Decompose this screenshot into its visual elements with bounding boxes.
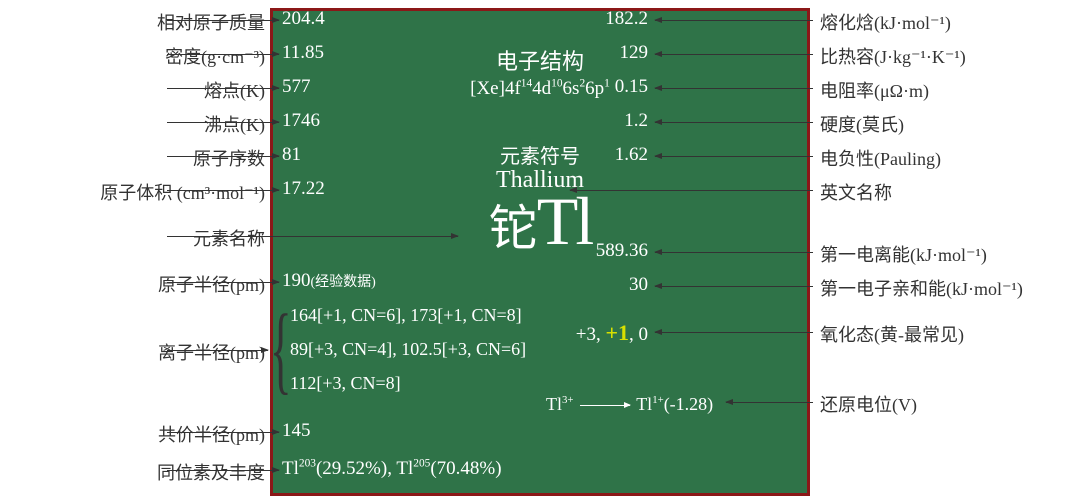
- redox-arrow-icon: [580, 405, 630, 406]
- left-label: 原子半径(pm): [158, 271, 265, 297]
- arrow-left-icon: [655, 156, 813, 157]
- redox-potential: Tl3+ Tl1+(-1.28): [546, 394, 713, 415]
- left-value: 17.22: [282, 178, 325, 200]
- ionic-radius-line: 112[+3, CN=8]: [290, 373, 401, 394]
- left-value: 577: [282, 76, 311, 98]
- arrow-right-icon: [167, 282, 279, 283]
- left-label: 原子体积 (cm³·mol⁻¹): [100, 179, 265, 205]
- arrow-right-icon: [167, 122, 279, 123]
- arrow-left-icon: [655, 332, 813, 333]
- element-symbol-block: 元素符号 Thallium 铊Tl: [489, 140, 591, 261]
- arrow-left-icon: [655, 88, 813, 89]
- arrow-left-icon: [570, 190, 813, 191]
- left-label: 共价半径(pm): [158, 421, 265, 447]
- arrow-right-icon: [167, 190, 279, 191]
- electron-structure-block: 电子结构 [Xe]4f144d106s26p1: [470, 44, 610, 100]
- right-label: 硬度(莫氏): [820, 111, 904, 137]
- redox-species-left: Tl3+: [546, 394, 574, 414]
- left-label: 沸点(K): [204, 111, 265, 137]
- right-value: 1.62: [615, 144, 648, 166]
- right-label: 比热容(J·kg⁻¹·K⁻¹): [820, 43, 966, 69]
- chinese-name: 铊: [489, 188, 537, 258]
- left-label: 相对原子质量: [157, 9, 265, 35]
- right-label: 电阻率(μΩ·m): [820, 77, 929, 103]
- left-label: 原子序数: [193, 145, 265, 171]
- right-label: 英文名称: [820, 179, 892, 205]
- left-value: 81: [282, 144, 301, 166]
- right-label: 第一电离能(kJ·mol⁻¹): [820, 241, 987, 267]
- left-label: 离子半径(pm): [158, 339, 265, 365]
- left-value: 145: [282, 420, 311, 442]
- redox-species-right: Tl1+(-1.28): [636, 394, 713, 414]
- arrow-right-icon: [167, 350, 268, 351]
- right-label: 还原电位(V): [820, 391, 917, 417]
- left-label: 元素名称: [193, 225, 265, 251]
- left-value: Tl203(29.52%), Tl205(70.48%): [282, 458, 502, 480]
- electron-config: [Xe]4f144d106s26p1: [470, 78, 610, 100]
- ionic-radius-line: 89[+3, CN=4], 102.5[+3, CN=6]: [290, 339, 526, 360]
- arrow-left-icon: [726, 402, 813, 403]
- right-label: 氧化态(黄-最常见): [820, 321, 964, 347]
- right-value: 589.36: [596, 240, 648, 262]
- element-symbol: Tl: [537, 182, 591, 261]
- arrow-right-icon: [167, 20, 279, 21]
- electron-heading: 电子结构: [470, 44, 610, 76]
- arrow-left-icon: [655, 252, 813, 253]
- ionic-radius-line: 164[+1, CN=6], 173[+1, CN=8]: [290, 305, 522, 326]
- arrow-left-icon: [655, 54, 813, 55]
- left-value: 190(经验数据): [282, 270, 376, 292]
- arrow-right-icon: [167, 88, 279, 89]
- right-label: 第一电子亲和能(kJ·mol⁻¹): [820, 275, 1023, 301]
- right-value: 129: [620, 42, 649, 64]
- right-value: 1.2: [624, 110, 648, 132]
- arrow-left-icon: [655, 20, 813, 21]
- left-value: 1746: [282, 110, 320, 132]
- left-label: 密度(g·cm⁻³): [165, 43, 265, 69]
- right-value: 0.15: [615, 76, 648, 98]
- arrow-right-icon: [167, 236, 458, 237]
- left-label: 熔点(K): [204, 77, 265, 103]
- right-value: 182.2: [605, 8, 648, 30]
- arrow-left-icon: [655, 122, 813, 123]
- right-label: 电负性(Pauling): [820, 145, 941, 171]
- left-value: 204.4: [282, 8, 325, 30]
- symbol-heading: 元素符号: [489, 140, 591, 169]
- arrow-right-icon: [167, 470, 279, 471]
- left-label: 同位素及丰度: [157, 459, 265, 485]
- right-value: +3, +1, 0: [576, 320, 648, 346]
- right-label: 熔化焓(kJ·mol⁻¹): [820, 9, 951, 35]
- arrow-right-icon: [167, 432, 279, 433]
- left-value: 11.85: [282, 42, 324, 64]
- arrow-right-icon: [167, 156, 279, 157]
- brace-icon: {: [270, 301, 292, 400]
- right-value: 30: [629, 274, 648, 296]
- arrow-right-icon: [167, 54, 279, 55]
- arrow-left-icon: [655, 286, 813, 287]
